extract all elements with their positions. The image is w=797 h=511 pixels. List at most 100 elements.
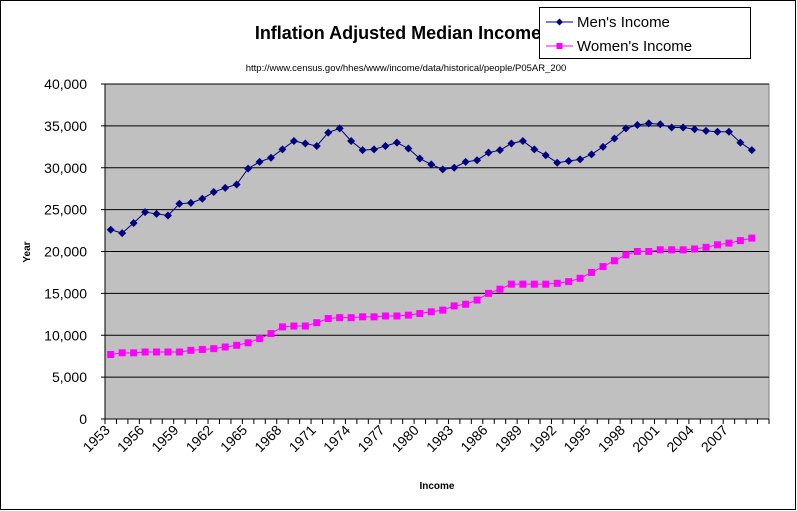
data-point-men [335, 124, 344, 133]
data-point-men [312, 141, 321, 150]
data-point-women [450, 302, 458, 310]
data-point-women [175, 348, 183, 356]
data-point-men [599, 142, 607, 151]
data-point-men [495, 146, 504, 155]
data-point-women [519, 280, 527, 288]
data-point-men [610, 134, 619, 143]
data-point-men [392, 138, 401, 147]
data-point-men [175, 199, 184, 208]
data-point-women [725, 239, 733, 247]
legend-women-label: Women's Income [577, 38, 692, 55]
y-tick-label: 35,000 [44, 118, 87, 134]
data-point-men [244, 164, 253, 173]
data-point-women [507, 280, 515, 288]
data-point-women [656, 246, 664, 254]
data-point-women [565, 278, 573, 286]
data-point-men [198, 194, 207, 203]
data-point-men [656, 120, 665, 129]
data-point-men [186, 198, 195, 207]
data-point-men [690, 125, 699, 134]
data-point-women [336, 314, 344, 322]
data-point-women [645, 248, 653, 255]
y-tick-label: 25,000 [44, 202, 87, 218]
data-point-women [633, 248, 641, 255]
data-point-women [553, 279, 561, 287]
legend: Men's Income Women's Income [539, 7, 751, 59]
data-point-men [438, 165, 447, 174]
y-tick-label: 15,000 [44, 285, 87, 301]
data-point-men [381, 141, 390, 150]
legend-women-square-icon [556, 43, 563, 49]
data-point-women [290, 322, 298, 330]
data-point-women [221, 343, 229, 351]
data-point-men [404, 144, 413, 153]
data-point-women [622, 251, 630, 259]
data-point-women [210, 345, 218, 353]
data-point-women [610, 257, 618, 265]
data-point-men [644, 119, 653, 128]
data-point-women [736, 237, 744, 245]
y-axis-label: Year [22, 241, 33, 262]
data-point-women [473, 296, 481, 304]
data-point-women [679, 246, 687, 254]
data-point-women [588, 268, 596, 276]
data-point-men [461, 157, 470, 166]
data-point-men [587, 150, 596, 159]
data-point-women [278, 323, 286, 331]
y-tick-label: 5,000 [52, 369, 87, 385]
data-point-men [209, 188, 218, 197]
data-point-men [221, 183, 230, 192]
data-point-men [564, 157, 573, 166]
y-tick-label: 40,000 [44, 76, 87, 92]
data-point-men [129, 219, 138, 228]
data-point-men [427, 160, 436, 169]
data-point-men [724, 127, 733, 136]
data-point-women [599, 263, 607, 271]
data-point-men [576, 155, 585, 164]
data-point-women [313, 319, 321, 327]
data-point-women [439, 306, 447, 314]
y-tick-label: 30,000 [44, 160, 87, 176]
data-point-women [462, 300, 470, 308]
data-point-women [576, 274, 584, 282]
data-point-men [667, 123, 676, 132]
data-point-men [152, 209, 161, 218]
y-tick-label: 10,000 [44, 327, 87, 343]
data-point-women [107, 351, 115, 359]
data-point-women [404, 311, 412, 319]
data-point-men [713, 127, 722, 136]
data-point-men [484, 148, 493, 157]
data-point-women [301, 322, 309, 330]
data-point-men [118, 229, 127, 238]
chart-subtitle: http://www.census.gov/hhes/www/income/da… [246, 63, 567, 74]
legend-men-diamond-icon [556, 18, 563, 26]
data-point-men [324, 128, 333, 137]
y-tick-label: 20,000 [44, 244, 87, 260]
data-point-women [748, 234, 756, 242]
data-point-women [485, 289, 493, 297]
data-point-women [416, 309, 424, 317]
data-point-men [553, 158, 562, 167]
data-point-men [301, 139, 310, 148]
data-point-women [381, 312, 389, 320]
data-point-women [542, 280, 550, 288]
y-tick-label: 0 [79, 411, 87, 427]
chart-title: Inflation Adjusted Median Income [255, 23, 541, 43]
data-point-women [691, 245, 699, 253]
legend-men-label: Men's Income [577, 14, 670, 31]
data-point-women [141, 348, 149, 356]
data-point-men [747, 146, 756, 155]
data-point-women [324, 315, 332, 322]
data-point-women [187, 346, 195, 354]
data-point-men [530, 145, 539, 154]
data-point-men [633, 121, 642, 130]
data-point-women [530, 280, 538, 288]
data-point-women [118, 349, 126, 357]
data-point-men [255, 157, 264, 166]
data-point-men [473, 156, 482, 165]
data-point-men [289, 136, 298, 145]
data-point-men [267, 153, 275, 162]
data-point-women [713, 241, 721, 249]
